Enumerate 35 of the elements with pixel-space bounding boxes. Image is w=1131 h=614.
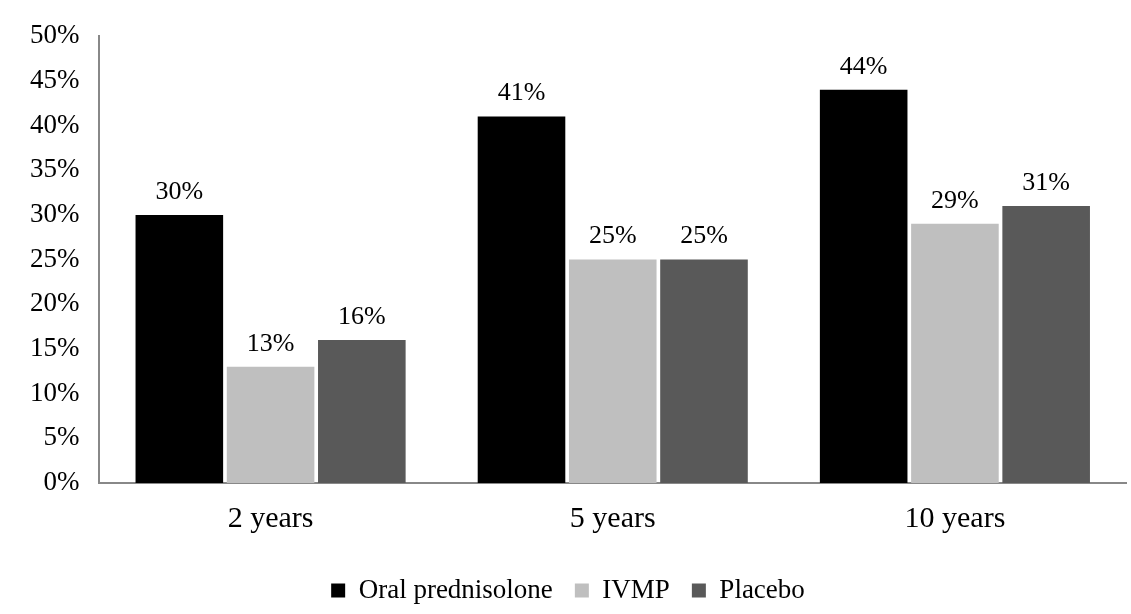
bar xyxy=(135,214,224,483)
x-tick-label: 5 years xyxy=(569,499,656,533)
bar xyxy=(660,259,748,483)
data-label: 16% xyxy=(337,300,386,330)
bar xyxy=(477,116,566,483)
y-tick-label: 30% xyxy=(29,198,80,229)
y-tick-label: 20% xyxy=(29,287,80,318)
bar xyxy=(1002,205,1090,483)
data-label: 25% xyxy=(588,220,637,250)
data-label: 44% xyxy=(839,50,888,80)
y-tick-label: 45% xyxy=(29,63,80,94)
y-tick-label: 50% xyxy=(29,19,80,50)
y-tick-label: 10% xyxy=(29,376,80,407)
y-tick-label: 0% xyxy=(43,466,80,497)
legend-label: Oral prednisolone xyxy=(358,573,553,604)
data-label: 13% xyxy=(246,327,295,357)
bar xyxy=(226,366,315,483)
bar xyxy=(911,223,999,483)
data-label: 41% xyxy=(497,77,546,107)
data-label: 30% xyxy=(155,175,204,205)
bar xyxy=(819,89,908,483)
x-tick-label: 2 years xyxy=(227,499,314,533)
data-label: 25% xyxy=(680,220,728,250)
y-tick-label: 15% xyxy=(29,332,80,363)
data-label: 29% xyxy=(931,184,979,214)
legend-label: IVMP xyxy=(602,573,670,604)
y-tick-label: 25% xyxy=(29,242,80,273)
legend-label: Placebo xyxy=(719,573,805,604)
data-label: 31% xyxy=(1022,166,1070,196)
bar xyxy=(568,259,657,483)
x-tick-label: 10 years xyxy=(904,499,1006,533)
bar xyxy=(318,340,406,483)
y-tick-label: 5% xyxy=(43,421,80,452)
y-tick-label: 35% xyxy=(29,153,80,184)
y-tick-label: 40% xyxy=(29,108,80,139)
